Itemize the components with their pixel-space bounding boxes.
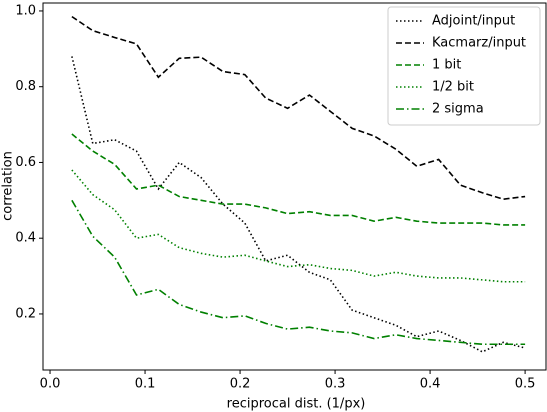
x-tick-label: 0.0	[40, 377, 61, 392]
series-line	[71, 199, 526, 346]
y-axis-label: correlation	[1, 151, 16, 221]
series-line	[71, 15, 526, 201]
plot-frame	[42, 2, 547, 371]
y-tick-label: 0.4	[15, 231, 36, 246]
x-tick-label: 0.1	[135, 377, 156, 392]
x-tick-label: 0.5	[515, 377, 536, 392]
y-tick-label: 1.0	[15, 3, 36, 18]
y-tick-label: 0.6	[15, 155, 36, 170]
x-tick-label: 0.4	[420, 377, 441, 392]
legend-label: 1 bit	[432, 58, 461, 73]
x-tick-label: 0.2	[230, 377, 251, 392]
legend-label: 2 sigma	[432, 102, 484, 117]
legend-label: 1/2 bit	[432, 80, 474, 95]
legend-box	[387, 6, 541, 126]
series-line	[71, 169, 526, 283]
legend-label: Kacmarz/input	[432, 36, 526, 51]
y-tick-label: 0.2	[15, 306, 36, 321]
x-tick-label: 0.3	[325, 377, 346, 392]
y-tick-label: 0.8	[15, 79, 36, 94]
x-axis-label: reciprocal dist. (1/px)	[227, 397, 366, 412]
series-line	[71, 133, 526, 226]
legend-label: Adjoint/input	[432, 14, 515, 29]
series-line	[71, 56, 526, 353]
